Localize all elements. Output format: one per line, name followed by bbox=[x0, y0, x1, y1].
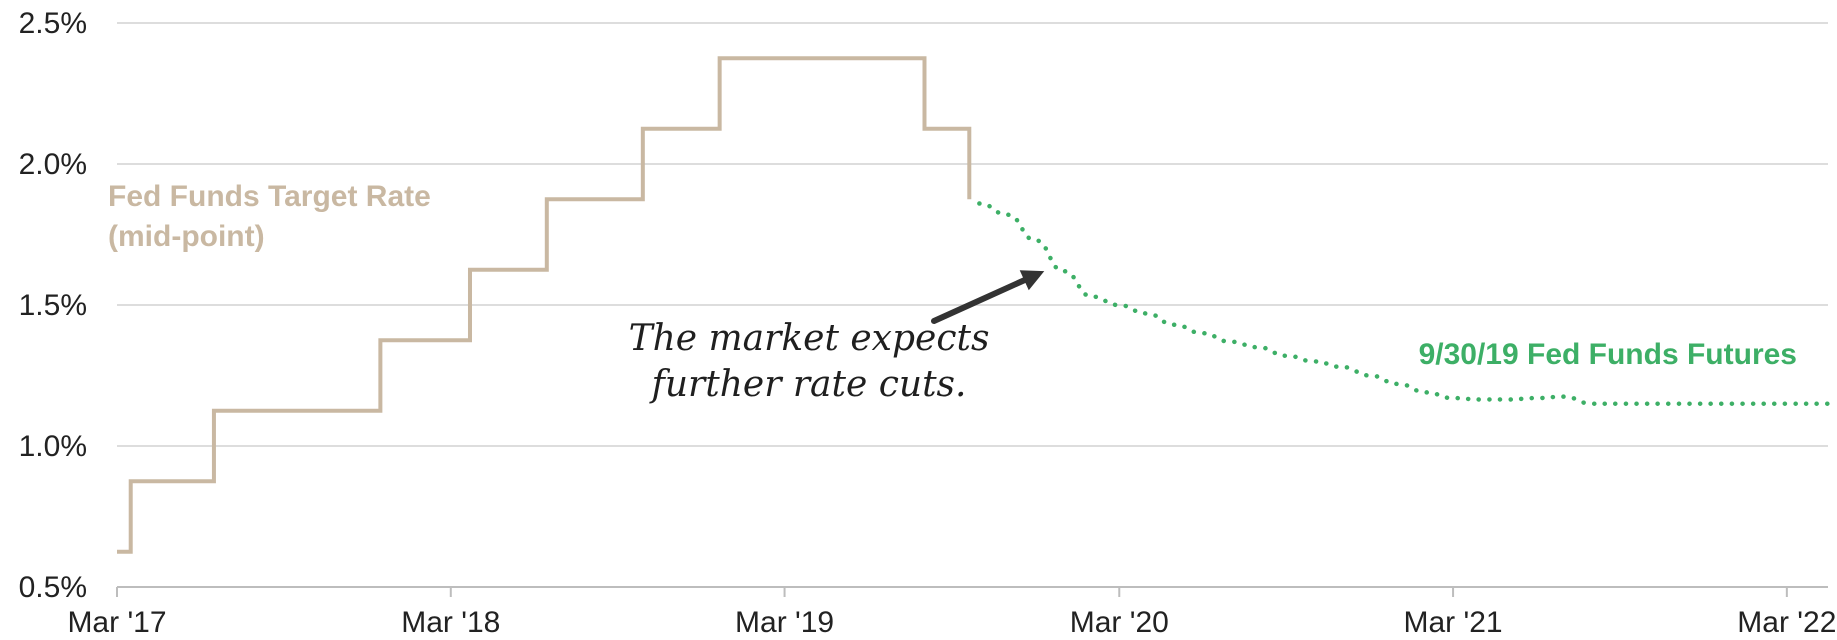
x-tick-label: Mar '21 bbox=[1404, 606, 1503, 639]
series-line-futures bbox=[977, 201, 1831, 406]
x-tick-label: Mar '19 bbox=[735, 606, 834, 639]
y-tick-label: 2.5% bbox=[19, 7, 87, 40]
series-line-target-rate bbox=[117, 56, 972, 554]
grid-lines bbox=[117, 22, 1828, 447]
x-tick-label: Mar '22 bbox=[1737, 606, 1836, 639]
series-label-target-rate: Fed Funds Target Rate (mid-point) bbox=[108, 180, 431, 253]
y-tick-label: 0.5% bbox=[19, 571, 87, 604]
annotation-arrow-head bbox=[1019, 270, 1045, 291]
series-label-futures: 9/30/19 Fed Funds Futures bbox=[1419, 338, 1797, 371]
series-lines bbox=[117, 56, 1831, 554]
x-tick-label: Mar '17 bbox=[67, 606, 166, 639]
y-axis-tick-labels: 0.5% 1.0% 1.5% 2.0% 2.5% bbox=[19, 7, 87, 604]
y-tick-label: 1.0% bbox=[19, 430, 87, 463]
x-axis-tick-labels: Mar '17 Mar '18 Mar '19 Mar '20 Mar '21 Mar '… bbox=[67, 606, 1836, 639]
x-axis bbox=[116, 586, 1828, 597]
series-labels: Fed Funds Target Rate (mid-point) 9/30/19 … bbox=[108, 180, 1797, 371]
annotation: The market expects further rate cuts. bbox=[629, 270, 1045, 405]
x-tick-label: Mar '20 bbox=[1070, 606, 1169, 639]
y-tick-label: 2.0% bbox=[19, 148, 87, 181]
y-tick-label: 1.5% bbox=[19, 289, 87, 322]
annotation-arrow bbox=[931, 277, 1028, 324]
x-tick-label: Mar '18 bbox=[401, 606, 500, 639]
annotation-text: The market expects further rate cuts. bbox=[629, 318, 990, 405]
